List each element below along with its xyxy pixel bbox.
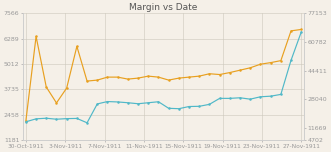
Title: Margin vs Date: Margin vs Date <box>129 3 198 12</box>
